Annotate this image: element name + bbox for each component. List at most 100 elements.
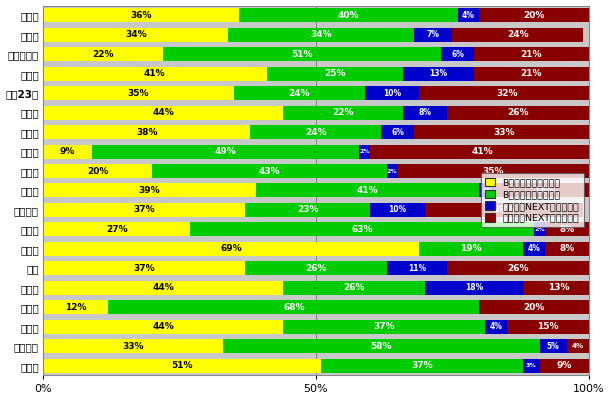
Bar (425, 203, 583, 217)
Bar (474, 67, 589, 81)
Text: 51%: 51% (171, 361, 193, 370)
Text: 51%: 51% (292, 50, 313, 59)
Text: 44%: 44% (152, 322, 174, 331)
Text: 19%: 19% (461, 244, 482, 253)
Bar (43, 142, 589, 161)
Bar (479, 8, 589, 22)
Bar (43, 222, 190, 236)
Bar (43, 220, 589, 239)
Bar (250, 125, 381, 139)
Text: 29%: 29% (493, 206, 515, 214)
Bar (474, 47, 589, 61)
Bar (387, 261, 447, 275)
Bar (523, 281, 594, 295)
Text: 21%: 21% (520, 50, 542, 59)
Text: 68%: 68% (283, 303, 305, 312)
Text: 33%: 33% (493, 128, 515, 136)
Bar (43, 239, 589, 259)
Bar (43, 64, 589, 84)
Bar (239, 8, 458, 22)
Bar (545, 222, 589, 236)
Bar (420, 86, 594, 100)
Text: 25%: 25% (324, 69, 346, 78)
Text: 21%: 21% (520, 69, 542, 78)
Text: 18%: 18% (534, 186, 556, 195)
Text: 36%: 36% (131, 11, 152, 20)
Bar (223, 339, 539, 353)
Bar (43, 203, 245, 217)
Bar (43, 298, 589, 317)
Text: 5%: 5% (547, 342, 559, 351)
Bar (234, 86, 365, 100)
Bar (545, 242, 589, 256)
Bar (245, 261, 387, 275)
Text: 6%: 6% (391, 128, 404, 136)
Text: 13%: 13% (548, 283, 569, 292)
Bar (43, 336, 589, 356)
Bar (387, 164, 398, 178)
Bar (92, 144, 359, 158)
Bar (403, 67, 474, 81)
Bar (485, 320, 507, 334)
Bar (523, 359, 539, 373)
Bar (163, 47, 441, 61)
Bar (534, 222, 545, 236)
Bar (283, 320, 485, 334)
Bar (43, 103, 589, 122)
Text: 20%: 20% (523, 303, 545, 312)
Text: 24%: 24% (289, 89, 310, 98)
Bar (539, 339, 567, 353)
Text: 27%: 27% (106, 225, 127, 234)
Bar (507, 320, 589, 334)
Text: 24%: 24% (305, 128, 326, 136)
Text: 6%: 6% (451, 50, 464, 59)
Bar (441, 47, 474, 61)
Bar (479, 184, 496, 198)
Bar (43, 339, 223, 353)
Bar (43, 261, 245, 275)
Bar (321, 359, 523, 373)
Bar (479, 300, 589, 314)
Bar (245, 203, 370, 217)
Bar (43, 164, 152, 178)
Bar (452, 28, 583, 42)
Bar (256, 184, 479, 198)
Text: 10%: 10% (389, 206, 407, 214)
Bar (403, 106, 447, 120)
Bar (496, 184, 594, 198)
Text: 8%: 8% (559, 244, 575, 253)
Text: 69%: 69% (220, 244, 242, 253)
Bar (43, 25, 589, 44)
Bar (43, 200, 589, 220)
Bar (43, 181, 589, 200)
Bar (190, 222, 534, 236)
Bar (370, 144, 594, 158)
Bar (43, 320, 283, 334)
Text: 4%: 4% (462, 11, 475, 20)
Bar (447, 261, 589, 275)
Text: 43%: 43% (259, 166, 280, 176)
Bar (43, 359, 321, 373)
Text: 37%: 37% (373, 322, 395, 331)
Text: 35%: 35% (127, 89, 149, 98)
Bar (43, 67, 267, 81)
Bar (43, 8, 239, 22)
Bar (420, 242, 523, 256)
Bar (43, 122, 589, 142)
Bar (370, 203, 425, 217)
Bar (43, 281, 283, 295)
Text: 24%: 24% (507, 30, 528, 39)
Text: 49%: 49% (215, 147, 237, 156)
Bar (425, 281, 523, 295)
Text: 33%: 33% (122, 342, 144, 351)
Text: 2%: 2% (359, 149, 370, 154)
Text: 41%: 41% (472, 147, 493, 156)
Text: 58%: 58% (370, 342, 392, 351)
Text: 18%: 18% (465, 283, 483, 292)
Bar (43, 106, 283, 120)
Bar (43, 242, 420, 256)
Bar (43, 47, 163, 61)
Bar (283, 281, 425, 295)
Bar (152, 164, 387, 178)
Bar (539, 359, 589, 373)
